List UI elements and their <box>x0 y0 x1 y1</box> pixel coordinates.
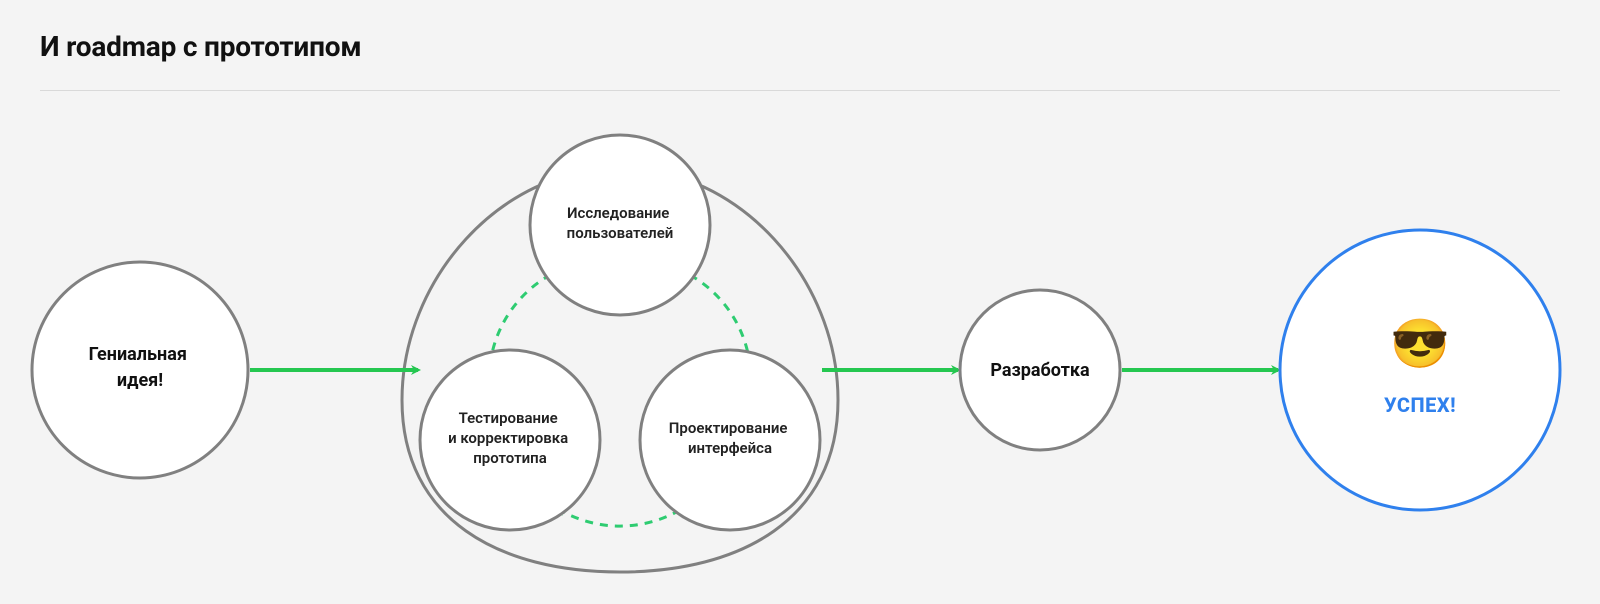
roadmap-diagram: Гениальная идея! Исследование пользовате… <box>0 0 1600 604</box>
node-idea: Гениальная идея! <box>32 262 248 478</box>
node-design-label-1: Проектирование <box>669 419 788 437</box>
success-emoji-icon: 😎 <box>1390 315 1450 372</box>
node-dev: Разработка <box>960 290 1120 450</box>
node-idea-label-1: Гениальная <box>89 344 187 365</box>
node-testing: Тестирование и корректировка прототипа <box>420 350 600 530</box>
node-design-label-2: интерфейса <box>688 439 772 457</box>
node-success-label: УСПЕХ! <box>1384 393 1456 417</box>
node-research-label-2: пользователей <box>567 224 674 242</box>
node-testing-label-1: Тестирование <box>459 409 558 427</box>
node-testing-label-3: прототипа <box>473 449 547 467</box>
node-testing-label-2: и корректировка <box>448 429 568 447</box>
node-success: 😎 УСПЕХ! <box>1280 230 1560 510</box>
node-research: Исследование пользователей <box>530 135 710 315</box>
node-dev-label: Разработка <box>990 360 1090 381</box>
node-idea-label-2: идея! <box>117 370 163 391</box>
cycle-arrow-design-to-testing <box>560 510 680 526</box>
node-research-label-1: Исследование <box>567 204 669 222</box>
page: И roadmap с прототипом Гениальная идея! <box>0 0 1600 604</box>
node-design: Проектирование интерфейса <box>640 350 820 530</box>
